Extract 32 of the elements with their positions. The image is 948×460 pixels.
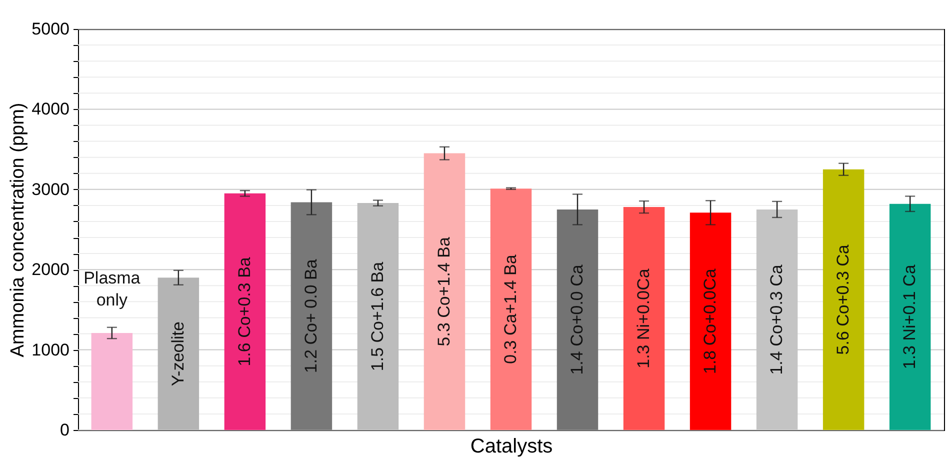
bar (490, 188, 532, 430)
x-tick-label: 5.6 Co+0.3 Ca (834, 244, 853, 355)
bar (889, 204, 931, 430)
x-tick-label: Y-zeolite (168, 322, 188, 386)
y-tick-label: 2000 (32, 260, 70, 280)
bar (224, 193, 266, 430)
y-tick-label: 1000 (32, 340, 70, 360)
x-tick-label: 1.8 Co+0.0Ca (700, 268, 720, 374)
x-tick-label: 1.2 Co+ 0.0 Ba (301, 258, 320, 374)
x-axis-title: Catalysts (470, 436, 553, 458)
x-tick-label: 5.3 Co+1.4 Ba (434, 236, 454, 346)
x-tick-label: 1.3 Ni+0.0Ca (634, 268, 654, 368)
y-tick-label: 0 (60, 420, 70, 440)
x-tick-label: 1.3 Ni+0.1 Ca (900, 264, 920, 370)
x-tick-label: 0.3 Ca+1.4 Ba (501, 254, 520, 364)
x-tick-label: 1.4 Co+0.0 Ca (568, 264, 587, 375)
bar (556, 209, 598, 430)
bar (822, 169, 864, 430)
x-tick-label: Plasma only (84, 268, 141, 310)
bar (623, 207, 665, 430)
x-tick-label: 1.6 Co+0.3 Ba (234, 256, 254, 366)
bar (158, 278, 200, 430)
bar (91, 332, 133, 430)
x-tick-label: 1.4 Co+0.3 Ca (767, 264, 786, 375)
x-tick-label: 1.5 Co+1.6 Ba (368, 261, 387, 372)
bar (290, 202, 332, 430)
bar (424, 153, 466, 430)
y-tick-label: 5000 (32, 20, 70, 38)
bar (690, 212, 732, 430)
y-tick-label: 4000 (32, 100, 70, 119)
y-axis-title: Ammonia concentration (ppm) (8, 102, 29, 358)
y-tick-label: 3000 (32, 180, 70, 199)
